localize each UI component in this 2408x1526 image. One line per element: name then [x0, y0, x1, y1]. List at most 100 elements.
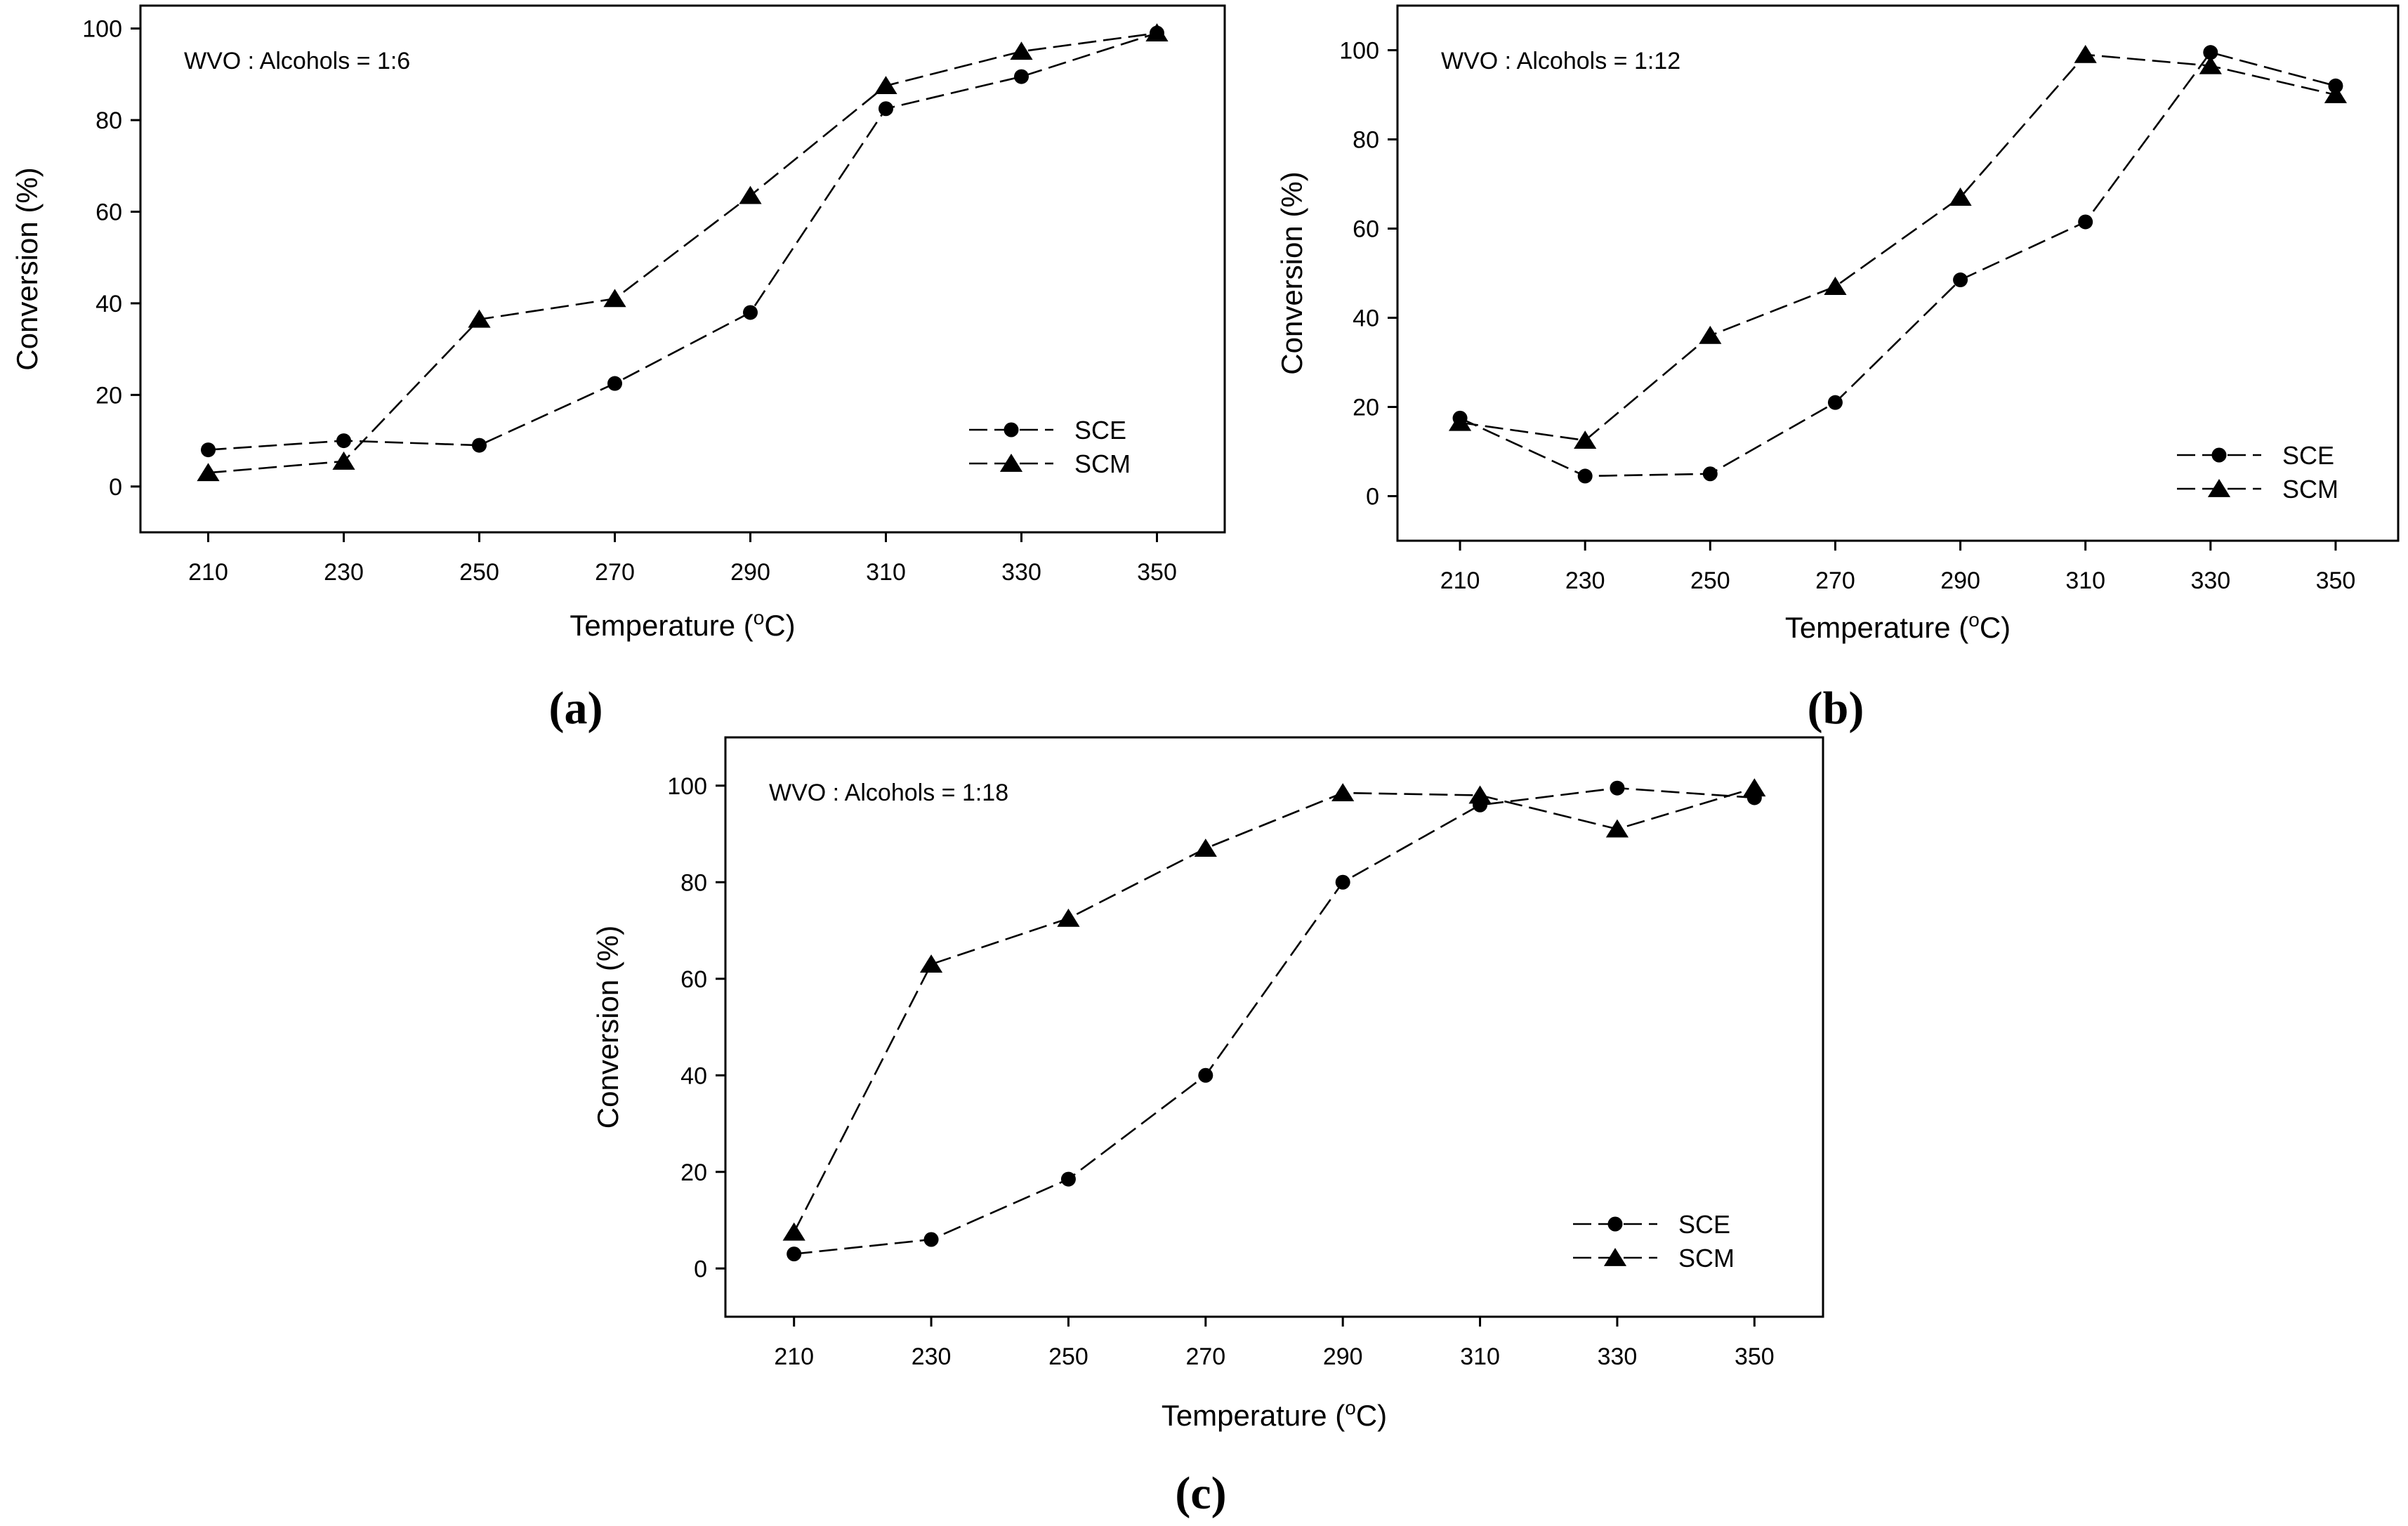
point-scm-230	[332, 451, 355, 470]
panel-b: 0 20 40 60 80 100 210 230 250 270 290 310 330 350 Temp…	[1275, 4, 2400, 734]
panel-label: (a)	[549, 683, 603, 734]
x-tick-label: 230	[324, 559, 364, 586]
plot-frame	[724, 736, 1824, 1318]
point-sce-330	[1014, 69, 1029, 84]
series-line-sce	[1459, 51, 2336, 478]
ratio-annotation: WVO : Alcohols = 1:6	[184, 48, 410, 74]
x-tick-label: 310	[2065, 567, 2105, 594]
y-tick-label: 80	[680, 869, 707, 896]
x-axis-title-sup: o	[1345, 1397, 1356, 1419]
y-tick-label: 60	[1353, 216, 1379, 243]
y-tick-label: 80	[1353, 127, 1379, 154]
legend-label-scm: SCM	[1074, 449, 1131, 478]
point-sce-230	[1577, 468, 1593, 484]
point-scm-350	[1743, 778, 1766, 797]
x-axis-title: Temperature (oC)	[570, 607, 795, 642]
point-sce-210	[201, 442, 216, 458]
y-tick-label: 20	[1353, 395, 1379, 421]
point-sce-270	[607, 376, 622, 391]
series-line-scm	[1459, 53, 2336, 442]
point-scm-270	[1824, 277, 1847, 295]
x-tick-label: 310	[1460, 1343, 1500, 1370]
x-axis-title-end: C)	[1980, 611, 2011, 644]
point-sce-250	[472, 438, 487, 453]
y-tick-label: 40	[1353, 305, 1379, 332]
point-sce-230	[923, 1232, 939, 1247]
point-scm-210	[197, 463, 220, 482]
point-sce-250	[1060, 1171, 1076, 1187]
legend-label-scm: SCM	[2282, 475, 2338, 504]
series-line-sce	[794, 787, 1755, 1255]
point-scm-310	[1468, 785, 1492, 804]
x-tick-label: 290	[1323, 1343, 1363, 1370]
point-scm-330	[1010, 41, 1033, 60]
point-scm-230	[1574, 430, 1597, 449]
x-tick-label: 350	[2316, 567, 2356, 594]
x-tick-label: 270	[1185, 1343, 1225, 1370]
y-tick-label: 60	[680, 966, 707, 993]
x-tick-label: 270	[595, 559, 635, 586]
point-sce-310	[879, 101, 893, 117]
point-scm-210	[1448, 412, 1472, 431]
point-scm-210	[782, 1222, 805, 1241]
y-axis-title: Conversion (%)	[11, 167, 44, 370]
x-tick-label: 230	[1565, 567, 1605, 594]
y-tick-label: 40	[96, 291, 122, 317]
series-line-scm	[793, 787, 1755, 1233]
x-tick-label: 310	[866, 559, 906, 586]
point-scm-250	[1057, 908, 1080, 927]
point-scm-250	[1699, 325, 1722, 344]
y-axis-title: Conversion (%)	[591, 926, 624, 1129]
series-line-scm	[208, 32, 1157, 474]
x-axis-title-sup: o	[754, 607, 765, 629]
x-axis-title-main: Temperature (	[1162, 1399, 1345, 1432]
series-line-sce	[208, 32, 1157, 451]
legend-marker-sce	[1607, 1216, 1623, 1232]
panel-label: (c)	[1175, 1468, 1226, 1519]
point-scm-330	[2199, 55, 2222, 74]
point-scm-310	[2074, 44, 2097, 63]
point-sce-290	[743, 305, 758, 320]
x-tick-label: 210	[1440, 567, 1480, 594]
x-tick-label: 210	[188, 559, 228, 586]
y-tick-label: 100	[667, 773, 707, 800]
legend-marker-scm	[1603, 1248, 1627, 1266]
ratio-annotation: WVO : Alcohols = 1:18	[769, 780, 1008, 806]
legend-label-sce: SCE	[1074, 416, 1126, 445]
x-tick-label: 250	[459, 559, 499, 586]
point-scm-230	[919, 954, 943, 973]
y-tick-label: 20	[96, 382, 122, 409]
x-tick-label: 330	[1001, 559, 1041, 586]
y-tick-label: 0	[109, 474, 122, 501]
x-tick-label: 350	[1137, 559, 1177, 586]
y-tick-label: 60	[96, 199, 122, 225]
plot-frame	[139, 4, 1226, 534]
y-tick-label: 80	[96, 107, 122, 134]
point-sce-210	[787, 1247, 802, 1262]
x-axis-title-main: Temperature (	[570, 609, 753, 642]
legend-marker-scm	[999, 454, 1023, 472]
point-scm-250	[468, 309, 491, 328]
point-scm-330	[1605, 819, 1629, 838]
point-sce-290	[1953, 272, 1968, 288]
point-sce-270	[1827, 395, 1843, 410]
x-tick-label: 290	[730, 559, 770, 586]
x-axis-title-end: C)	[764, 609, 795, 642]
x-axis-title: Temperature (oC)	[1162, 1397, 1387, 1432]
point-scm-310	[874, 76, 897, 95]
point-sce-290	[1335, 874, 1350, 890]
legend-marker-sce	[1004, 422, 1019, 438]
point-scm-350	[2324, 85, 2348, 103]
x-tick-label: 250	[1048, 1343, 1088, 1370]
point-sce-310	[2078, 214, 2093, 230]
x-tick-label: 230	[912, 1343, 952, 1370]
legend-marker-scm	[2207, 479, 2231, 497]
point-scm-270	[1194, 838, 1217, 857]
point-sce-230	[336, 433, 351, 449]
x-tick-label: 210	[774, 1343, 814, 1370]
panel-a: 0 20 40 60 80 100 210 230 250 270 290 310 330 350 Temp…	[11, 4, 1226, 734]
x-tick-label: 290	[1940, 567, 1980, 594]
x-tick-label: 330	[2190, 567, 2230, 594]
plot-frame	[1396, 4, 2400, 542]
